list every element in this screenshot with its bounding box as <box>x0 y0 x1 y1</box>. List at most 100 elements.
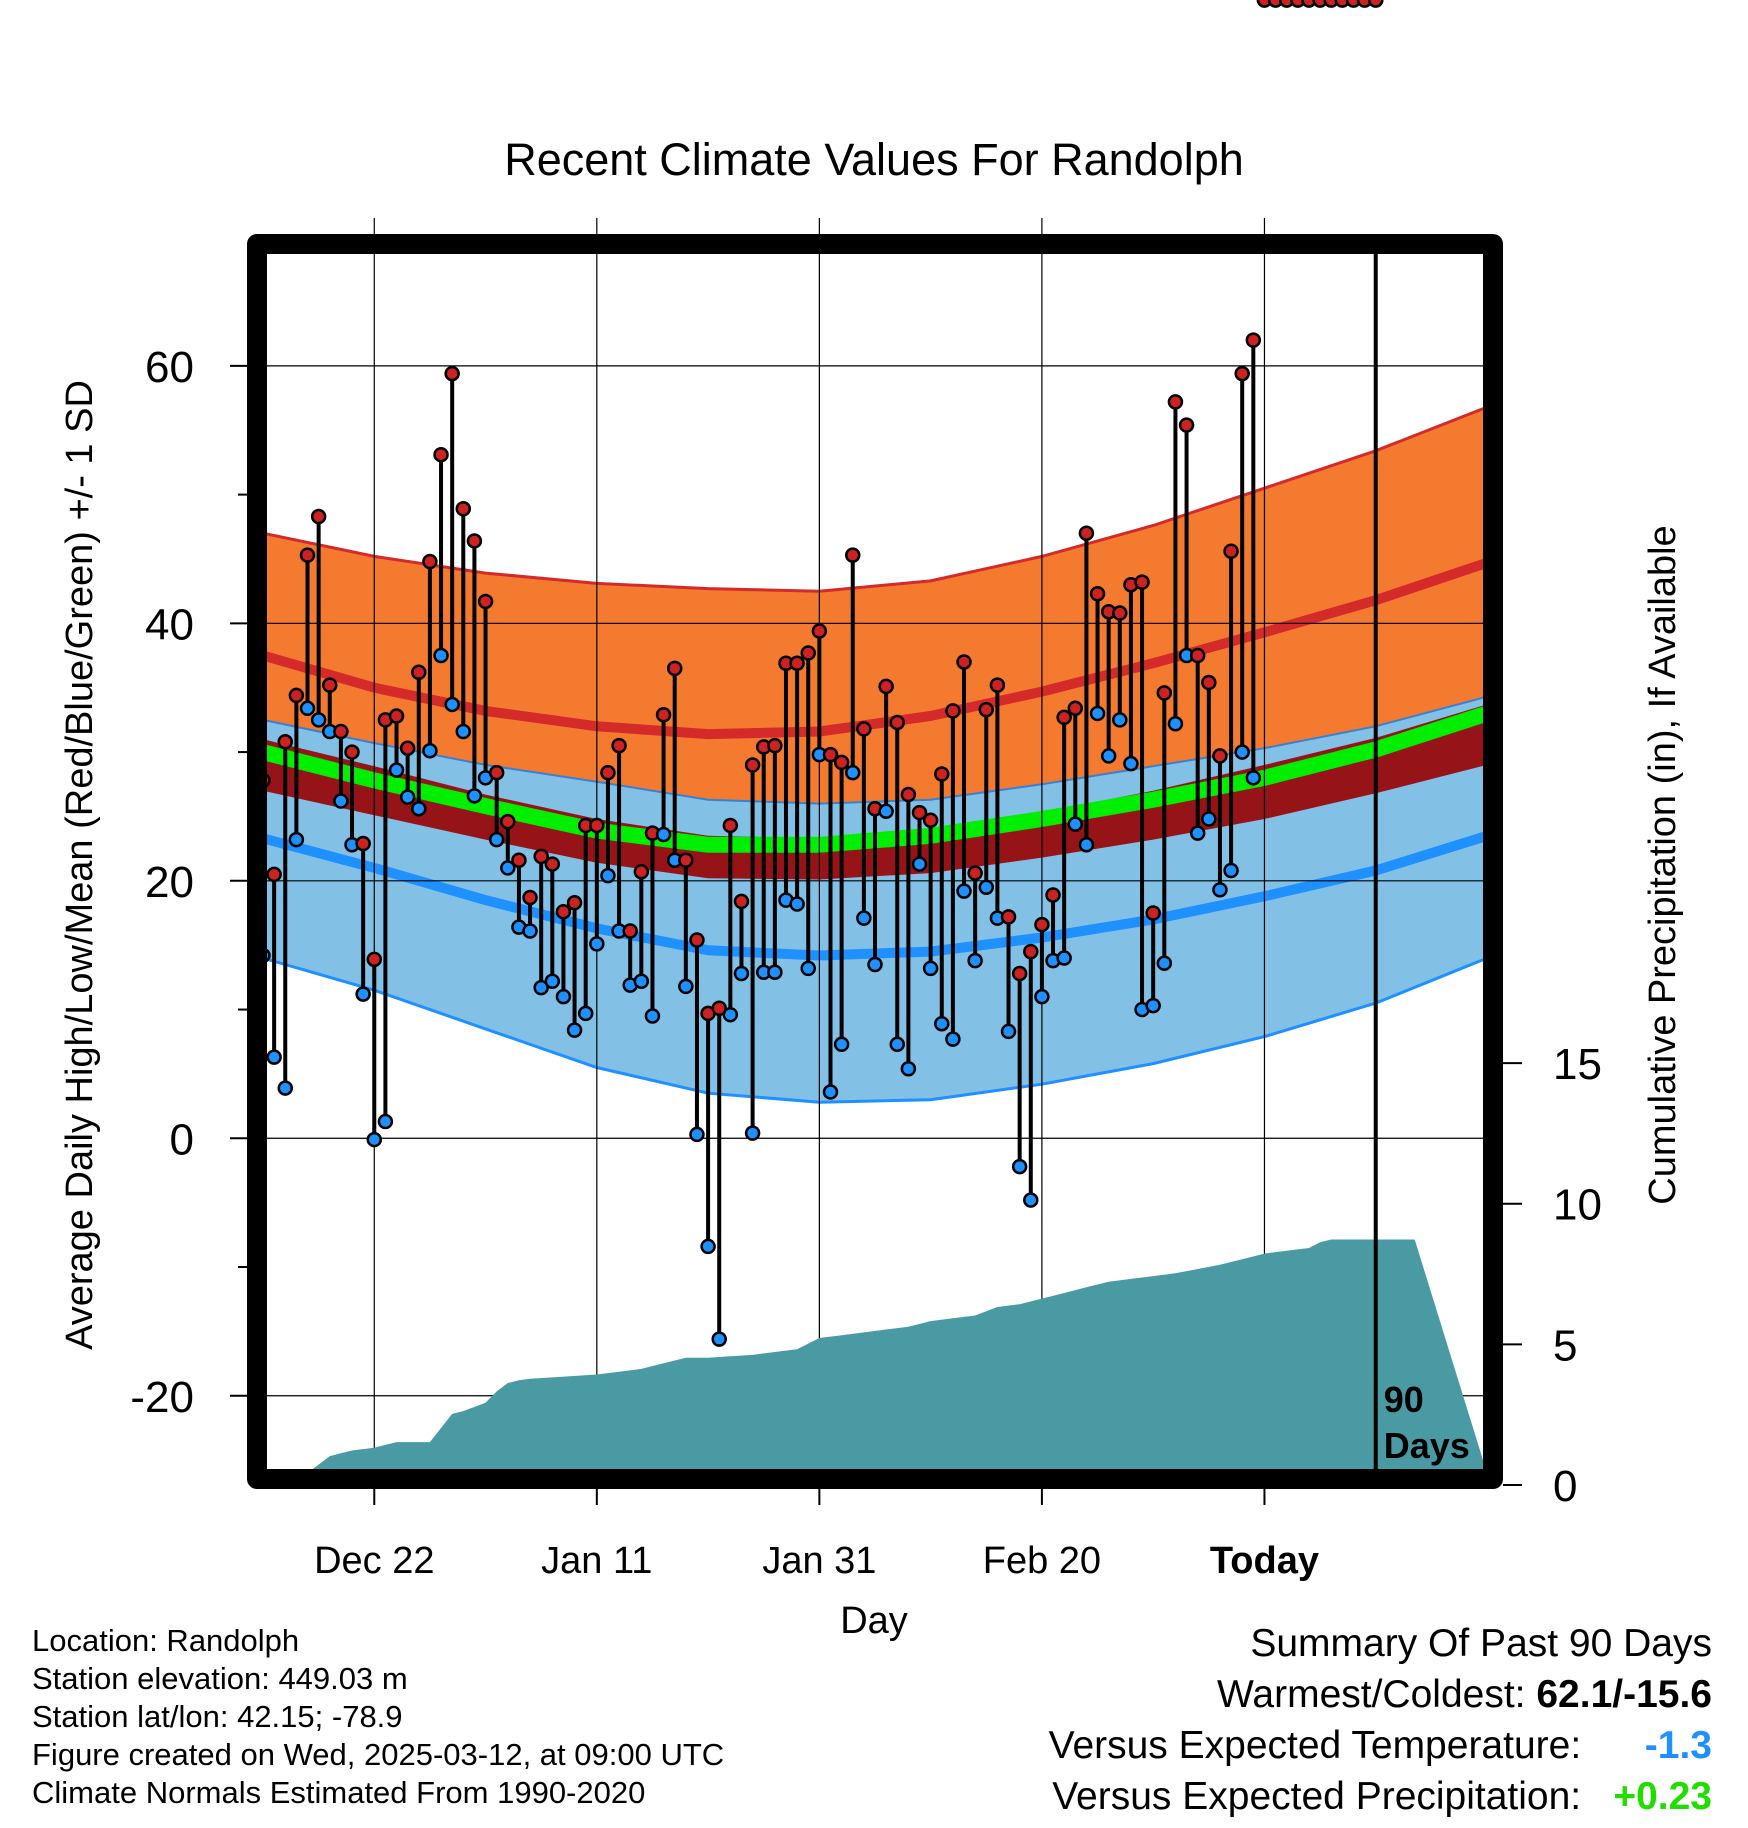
daily-high-point <box>355 835 371 852</box>
summary-panel: Summary Of Past 90 Days Warmest/Coldest:… <box>712 1618 1712 1822</box>
daily-high-point <box>655 706 672 723</box>
daily-low-point <box>822 1084 839 1100</box>
daily-high-point <box>789 655 805 671</box>
daily-high-point <box>622 923 638 939</box>
daily-low-point <box>1189 825 1206 841</box>
high-upper-line <box>262 405 1488 593</box>
daily-high-point <box>1256 0 1273 8</box>
daily-high-point <box>956 654 972 670</box>
daily-high-point <box>967 865 983 881</box>
y-tick-label: 0 <box>170 1115 194 1164</box>
daily-high-point <box>1201 674 1217 691</box>
daily-high-point <box>1223 543 1239 559</box>
daily-low-point <box>789 896 805 912</box>
daily-high-point <box>511 852 527 868</box>
daily-low-point <box>644 1008 661 1024</box>
daily-high-point <box>989 677 1006 693</box>
daily-low-point <box>945 1031 961 1047</box>
daily-low-point <box>844 764 861 781</box>
chart-title: Recent Climate Values For Randolph <box>504 134 1244 185</box>
daily-low-point <box>1023 1192 1039 1208</box>
daily-high-point <box>422 553 438 570</box>
precipitation-area <box>263 1239 1487 1473</box>
location-text: Location: Randolph <box>32 1623 300 1658</box>
daily-low-point <box>444 696 460 713</box>
daily-high-point <box>399 740 416 756</box>
warmest-coldest-label: Warmest/Coldest: <box>1217 1673 1526 1716</box>
today-days-label: Days <box>1384 1425 1470 1466</box>
daily-high-point <box>288 687 305 704</box>
daily-low-point <box>310 712 327 728</box>
daily-high-point <box>611 737 627 754</box>
daily-high-point <box>1167 394 1184 410</box>
daily-high-point <box>533 848 549 865</box>
daily-low-point <box>589 936 605 952</box>
daily-low-point <box>900 1061 917 1077</box>
warmest-coldest-row: Warmest/Coldest: 62.1/-15.6 <box>712 1669 1712 1720</box>
y2-tick-label: 5 <box>1553 1321 1577 1370</box>
daily-high-point <box>1145 905 1161 921</box>
daily-low-point <box>978 879 995 895</box>
daily-low-point <box>1011 1158 1028 1175</box>
y-tick-label: 60 <box>145 343 194 392</box>
elevation-text: Station elevation: 449.03 m <box>32 1661 408 1696</box>
daily-low-point <box>1156 955 1173 971</box>
daily-high-point <box>878 678 894 695</box>
daily-high-point <box>1367 0 1384 8</box>
daily-high-point <box>1034 916 1050 933</box>
daily-high-point <box>455 501 472 517</box>
daily-high-point <box>1089 585 1106 602</box>
daily-high-point <box>344 744 360 760</box>
daily-high-point <box>1056 709 1072 726</box>
daily-high-point <box>1000 909 1017 925</box>
daily-high-point <box>1156 685 1173 701</box>
daily-high-point <box>433 446 449 463</box>
daily-high-point <box>1267 0 1284 8</box>
precip-departure-value: +0.23 <box>1613 1775 1712 1818</box>
high-sd-band <box>263 407 1487 804</box>
low-lower-line <box>262 956 1488 1104</box>
daily-high-point <box>1134 574 1150 590</box>
precip-departure-row: Versus Expected Precipitation: +0.23 <box>712 1771 1712 1822</box>
daily-low-point <box>722 1006 739 1023</box>
daily-low-point <box>399 789 416 805</box>
daily-low-point <box>833 1036 850 1053</box>
daily-low-point <box>1089 705 1106 722</box>
plot-frame <box>247 234 1503 1489</box>
daily-high-point <box>1023 943 1039 960</box>
daily-high-point <box>1234 365 1250 382</box>
daily-low-point <box>333 793 349 809</box>
normals-text: Climate Normals Estimated From 1990-2020 <box>32 1775 646 1810</box>
daily-high-point <box>666 660 683 677</box>
daily-low-point <box>767 964 783 980</box>
daily-low-point <box>555 988 572 1005</box>
daily-low-point <box>711 1331 727 1347</box>
daily-low-point <box>577 1005 594 1022</box>
daily-high-point <box>833 754 850 771</box>
y-axis-label: Average Daily High/Low/Mean (Red/Blue/Gr… <box>59 380 101 1350</box>
daily-high-point <box>822 746 839 763</box>
y2-axis-label: Cumulative Precipitation (in), If Availa… <box>1642 525 1684 1204</box>
daily-high-point <box>333 723 349 740</box>
daily-low-point <box>800 960 816 977</box>
daily-low-point <box>355 986 371 1002</box>
daily-low-point <box>500 860 516 876</box>
daily-low-point <box>1056 950 1072 966</box>
normal-high-line <box>261 558 1489 740</box>
daily-low-point <box>867 956 883 973</box>
daily-high-point <box>800 645 816 661</box>
daily-high-point <box>1189 647 1206 664</box>
y-tick-label: 20 <box>145 858 194 907</box>
daily-high-point <box>856 721 872 737</box>
daily-high-point <box>711 1000 727 1017</box>
daily-low-point <box>1167 716 1184 732</box>
daily-high-point <box>589 817 605 834</box>
daily-high-point <box>889 714 906 731</box>
daily-low-point <box>522 923 538 939</box>
daily-high-point <box>689 932 705 948</box>
daily-low-point <box>411 800 427 817</box>
daily-low-point <box>733 965 750 982</box>
daily-high-point <box>978 701 995 718</box>
daily-low-point <box>466 788 483 804</box>
daily-high-point <box>1067 700 1084 717</box>
